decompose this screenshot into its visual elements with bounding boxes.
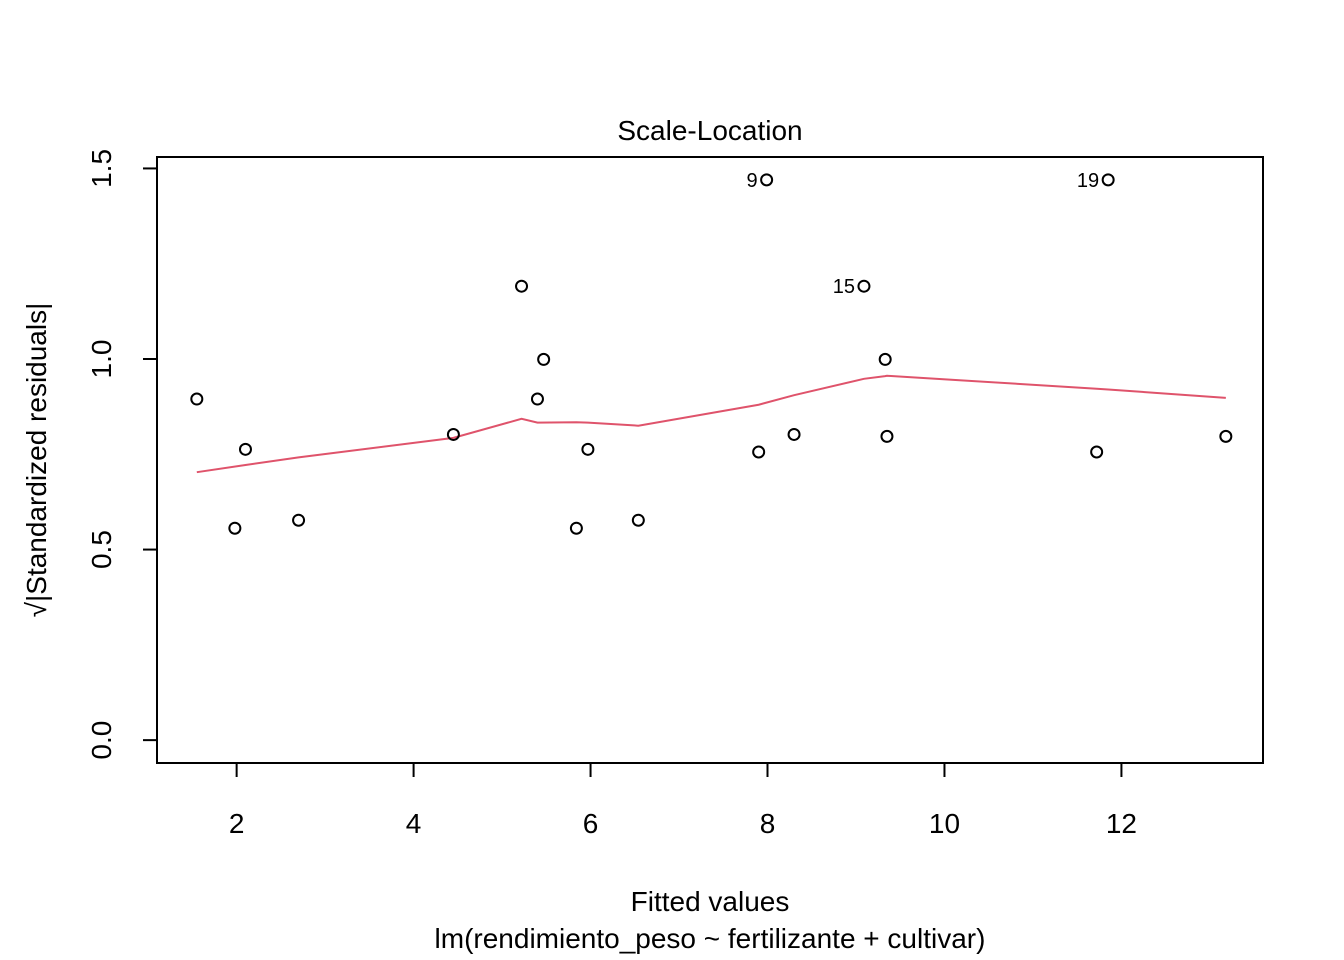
y-axis: 0.0 0.5 1.0 1.5 bbox=[86, 149, 158, 760]
x-tick-label: 10 bbox=[929, 808, 960, 839]
data-point bbox=[787, 427, 801, 441]
data-point bbox=[1090, 445, 1104, 459]
x-tick-label: 12 bbox=[1106, 808, 1137, 839]
point-label: 19 bbox=[1077, 170, 1099, 192]
chart-title: Scale-Location bbox=[617, 115, 802, 146]
plot-frame bbox=[156, 156, 1264, 764]
data-point bbox=[631, 513, 645, 527]
y-axis-label-prefix: √| bbox=[21, 595, 52, 618]
points-layer: 9 15 19 bbox=[190, 170, 1233, 535]
data-point bbox=[238, 442, 252, 456]
data-point bbox=[581, 442, 595, 456]
x-tick-label: 8 bbox=[760, 808, 776, 839]
point-label: 9 bbox=[747, 170, 758, 192]
data-point bbox=[1219, 429, 1233, 443]
y-tick-label: 1.5 bbox=[86, 149, 117, 188]
data-point bbox=[292, 513, 306, 527]
data-point bbox=[752, 445, 766, 459]
x-axis-label: Fitted values bbox=[631, 886, 790, 917]
data-point bbox=[760, 173, 774, 187]
data-point bbox=[446, 427, 460, 441]
data-point bbox=[515, 279, 529, 293]
chart-subtitle: lm(rendimiento_peso ~ fertilizante + cul… bbox=[435, 923, 986, 954]
x-tick-label: 2 bbox=[229, 808, 245, 839]
y-axis-label-suffix: | bbox=[21, 303, 52, 310]
data-point bbox=[190, 392, 204, 406]
data-point bbox=[228, 521, 242, 535]
y-tick-label: 1.0 bbox=[86, 340, 117, 379]
data-point bbox=[530, 392, 544, 406]
data-point bbox=[569, 521, 583, 535]
data-point bbox=[1101, 173, 1115, 187]
x-axis: 2 4 6 8 10 12 bbox=[229, 762, 1137, 839]
y-tick-label: 0.0 bbox=[86, 721, 117, 760]
x-tick-label: 4 bbox=[406, 808, 422, 839]
data-point bbox=[537, 352, 551, 366]
y-tick-label: 0.5 bbox=[86, 530, 117, 569]
data-point bbox=[880, 429, 894, 443]
data-point bbox=[857, 279, 871, 293]
smoother-line bbox=[196, 374, 1226, 474]
data-point bbox=[878, 352, 892, 366]
y-axis-label: √|Standardized residuals| bbox=[21, 303, 52, 618]
x-tick-label: 6 bbox=[583, 808, 599, 839]
y-axis-label-text: Standardized residuals bbox=[21, 310, 52, 595]
point-label: 15 bbox=[833, 276, 855, 298]
